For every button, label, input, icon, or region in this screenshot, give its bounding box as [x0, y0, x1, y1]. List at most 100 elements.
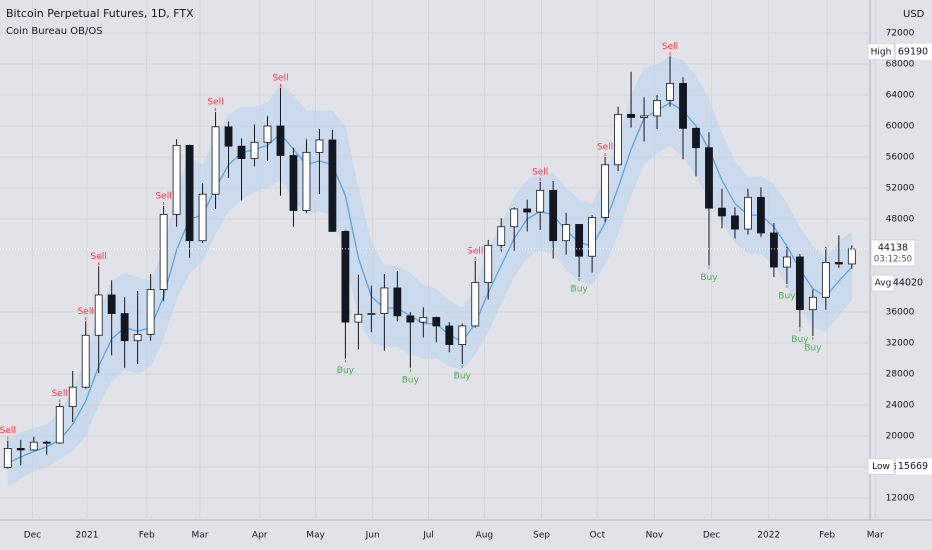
y-tick-label: 12000	[886, 493, 915, 503]
high-tag-box	[867, 43, 895, 61]
y-tick-label: 52000	[886, 184, 915, 194]
candle-body	[94, 294, 103, 336]
x-tick-label: Apr	[252, 531, 268, 541]
y-tick-label: 48000	[886, 215, 915, 225]
candle-body	[562, 224, 571, 242]
candle-body	[237, 145, 246, 159]
candle-body	[640, 115, 648, 118]
x-tick-label: Feb	[819, 531, 835, 541]
candle-body	[536, 189, 545, 213]
signal-label: Sell	[467, 246, 483, 256]
candle-body	[367, 313, 376, 315]
candle-body	[172, 144, 181, 215]
candle-body	[821, 262, 830, 298]
countdown: 03:12:50	[874, 254, 912, 264]
candle-body	[81, 334, 90, 388]
candle-body	[133, 334, 142, 342]
signal-label: Sell	[0, 426, 16, 436]
y-tick-label: 60000	[886, 122, 915, 132]
y-tick-label: 68000	[886, 60, 915, 70]
signal-label: Sell	[272, 74, 288, 84]
avg-tag-box	[871, 274, 895, 292]
candle-body	[289, 155, 298, 211]
candle-body	[782, 256, 791, 268]
low-tag-box	[867, 458, 895, 476]
signal-label: Sell	[52, 389, 68, 399]
signal-label: Buy	[804, 344, 822, 354]
candle-body	[666, 82, 674, 101]
candle-body	[471, 282, 480, 327]
candle-body	[263, 125, 272, 143]
x-tick-label: Oct	[590, 531, 606, 541]
signal-label: Buy	[337, 366, 355, 376]
candle-body	[250, 141, 259, 159]
x-tick-label: 2021	[76, 531, 99, 541]
candle-body	[393, 287, 402, 317]
high-tag: High	[871, 47, 892, 57]
signal-label: Sell	[662, 42, 678, 52]
signal-label: Buy	[700, 273, 718, 283]
candle-body	[55, 406, 64, 444]
candle-body	[198, 193, 207, 242]
signal-label: Sell	[91, 252, 107, 262]
candle-body	[341, 231, 350, 323]
candle-body	[42, 441, 51, 444]
candle-body	[107, 294, 116, 314]
signal-label: Buy	[571, 285, 589, 295]
x-tick-label: Dec	[24, 531, 41, 541]
candle-body	[575, 224, 584, 257]
candle-body	[3, 447, 12, 468]
high-value: 69190	[898, 46, 928, 57]
candle-body	[159, 213, 168, 290]
candle-body	[601, 164, 610, 218]
signal-label: Sell	[78, 307, 94, 317]
candle-body	[211, 126, 220, 195]
candle-body	[549, 189, 558, 242]
signal-label: Sell	[597, 143, 613, 153]
low-value: 15669	[898, 461, 928, 472]
candle-body	[834, 262, 843, 265]
x-tick-label: Jun	[365, 531, 380, 541]
candle-body	[484, 244, 493, 283]
candle-body	[705, 147, 713, 209]
signal-label: Buy	[402, 375, 420, 385]
currency: USD	[903, 9, 925, 20]
candle-body	[588, 217, 597, 257]
candle-body	[406, 315, 415, 323]
candle-body	[146, 289, 155, 335]
y-tick-label: 36000	[886, 308, 915, 318]
candle-body	[847, 248, 856, 265]
high-value-box	[896, 43, 932, 60]
candle-body	[315, 139, 324, 153]
candle-body	[419, 317, 428, 323]
signal-label: Sell	[155, 191, 171, 201]
candle-body	[679, 82, 687, 129]
candle-body	[29, 441, 38, 451]
x-tick-label: 2022	[757, 531, 780, 541]
plot	[0, 0, 876, 520]
candle-body	[744, 196, 752, 230]
y-tick-label: 56000	[886, 153, 915, 163]
candle-body	[380, 287, 389, 314]
signal-label: Sell	[207, 98, 223, 108]
low-tag: Low	[872, 462, 890, 472]
last-price-box	[870, 239, 916, 267]
y-tick-label: 20000	[886, 431, 915, 441]
x-tick-label: Nov	[646, 531, 664, 541]
candle-body	[497, 226, 506, 246]
avg-tag: Avg	[875, 279, 892, 289]
signal-label: Buy	[454, 371, 472, 381]
candle-body	[458, 325, 467, 345]
candle-body	[523, 208, 532, 213]
candle-body	[614, 113, 622, 166]
signal-label: Buy	[791, 335, 809, 345]
candle-body	[510, 208, 519, 228]
last-price: 44138	[878, 242, 908, 253]
candle-body	[432, 317, 441, 327]
y-tick-label: 64000	[886, 91, 915, 101]
candle-body	[627, 113, 635, 118]
candle-body	[653, 100, 661, 117]
y-tick-label: 32000	[886, 338, 915, 348]
candle-body	[445, 325, 454, 345]
